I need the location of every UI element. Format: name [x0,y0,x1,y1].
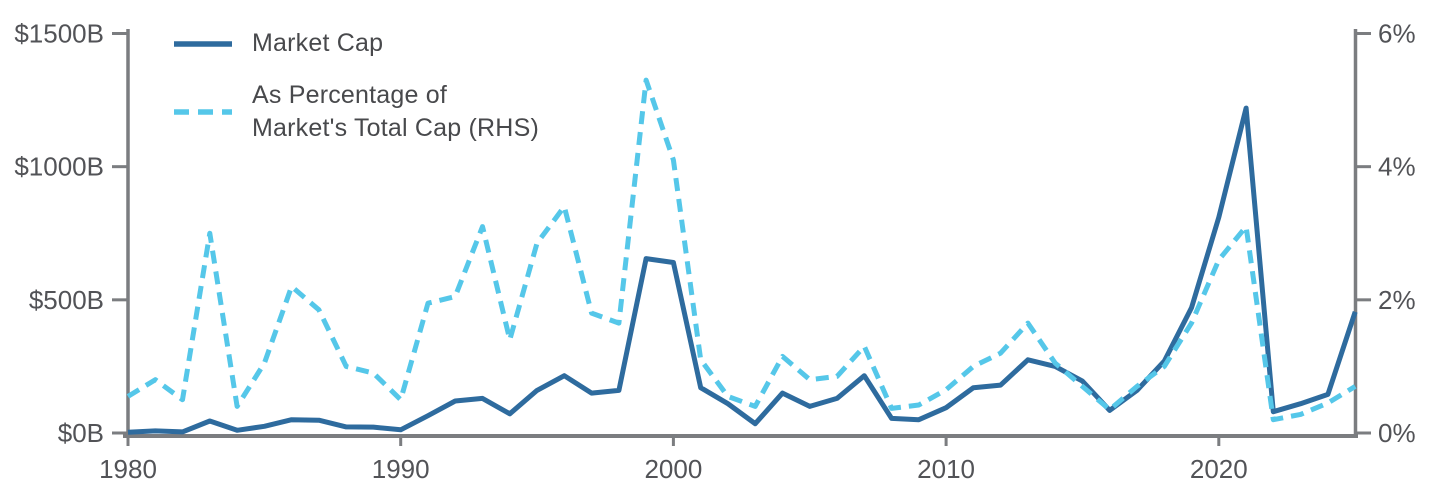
legend-label-percentage: As Percentage of Market's Total Cap (RHS… [252,81,539,142]
x-tick-label-2020: 2020 [1190,454,1248,484]
legend-item-market-cap: Market Cap [174,27,539,60]
x-tick-label-1990: 1990 [372,454,430,484]
y-right-tick-label-0%: 0% [1378,418,1416,448]
y-left-tick-label-$0B: $0B [58,418,104,448]
x-tick-label-1980: 1980 [99,454,157,484]
y-left-tick-label-$1000B: $1000B [14,152,104,182]
market-cap-line [127,105,1358,435]
y-right-tick-label-2%: 2% [1378,285,1416,315]
legend-label-market-cap: Market Cap [252,29,384,57]
y-right-tick-label-6%: 6% [1378,19,1416,49]
x-tick-label-2010: 2010 [917,454,975,484]
y-left-tick-label-$1500B: $1500B [14,19,104,49]
legend: Market Cap As Percentage of Market's Tot… [174,27,539,145]
series-group [126,77,1358,435]
y-left-tick-label-$500B: $500B [29,285,104,315]
legend-item-percentage: As Percentage of Market's Total Cap (RHS… [174,79,539,145]
percentage-line [126,77,1357,423]
x-tick-label-2000: 2000 [644,454,702,484]
solid-line-swatch-icon [174,40,232,47]
dashed-line-swatch-icon [174,109,232,115]
axes-group: $0B $500B $1000B $1500B 0% 2% 4% 6% 1980 1990 2000… [14,19,1415,485]
y-right-tick-label-4%: 4% [1378,152,1416,182]
